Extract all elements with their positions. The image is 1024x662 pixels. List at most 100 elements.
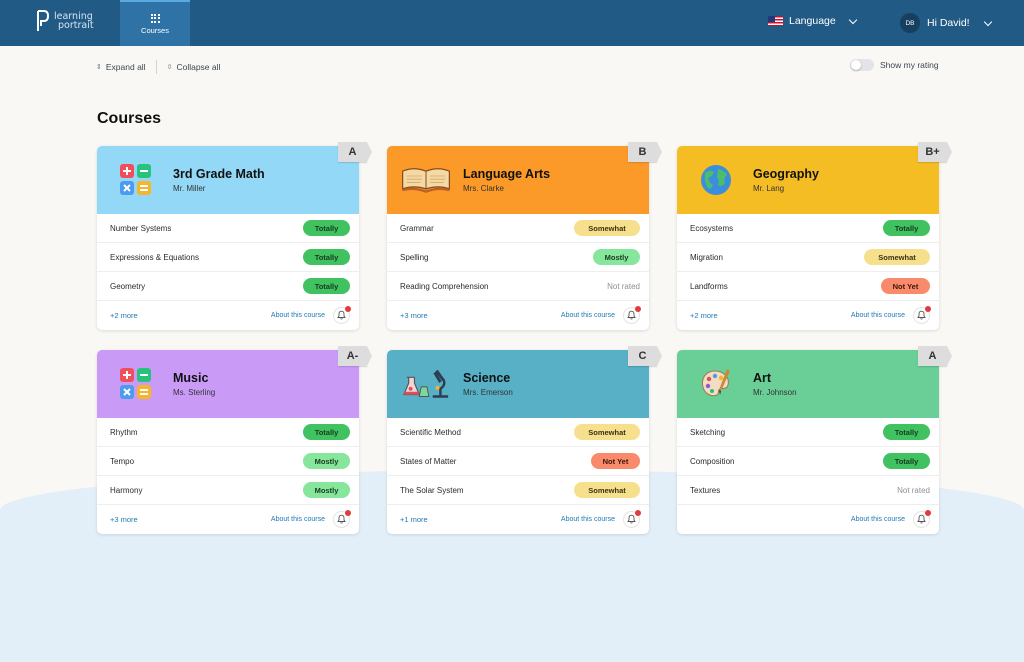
notification-bell-button[interactable]: [913, 305, 931, 324]
card-header[interactable]: 3rd Grade Math Mr. Miller A: [97, 142, 372, 214]
card-heading: Music Ms. Sterling: [173, 371, 215, 397]
skill-row: Reading Comprehension Not rated: [387, 272, 649, 301]
skill-label: Harmony: [110, 485, 143, 495]
language-selector[interactable]: Language: [768, 15, 857, 27]
about-course-link[interactable]: About this course: [850, 311, 905, 319]
user-greeting: Hi David!: [927, 17, 970, 29]
notification-dot: [635, 305, 641, 312]
card-header[interactable]: Science Mrs. Emerson C: [387, 346, 662, 418]
card-footer-actions: About this course: [560, 305, 641, 324]
notification-bell-button[interactable]: [623, 305, 641, 324]
skill-label: Composition: [690, 456, 735, 466]
skill-row: Grammar Somewhat: [387, 214, 649, 243]
notification-dot: [925, 305, 931, 312]
open-book-icon: [401, 158, 451, 202]
course-title: Language Arts: [463, 167, 551, 181]
status-badge: Totally: [303, 424, 350, 440]
status-badge: Somewhat: [574, 220, 640, 236]
paint-palette-icon: [691, 362, 741, 406]
globe-icon: [691, 158, 741, 202]
skill-row: Sketching Totally: [677, 418, 939, 447]
about-course-link[interactable]: About this course: [850, 515, 905, 523]
logo-text: learning portrait: [54, 12, 94, 31]
bell-icon: [917, 514, 926, 524]
more-link[interactable]: +1 more: [400, 514, 428, 524]
course-card[interactable]: 3rd Grade Math Mr. Miller A Number Systems T…: [97, 142, 372, 330]
skill-label: Reading Comprehension: [400, 281, 489, 291]
notification-bell-button[interactable]: [333, 305, 351, 324]
skill-row: Number Systems Totally: [97, 214, 359, 243]
chevron-down-icon: [848, 15, 857, 24]
notification-dot: [925, 509, 931, 516]
card-header[interactable]: Music Ms. Sterling A-: [97, 346, 372, 418]
bell-icon: [917, 310, 926, 320]
not-rated-text: Not rated: [607, 281, 640, 291]
status-badge: Totally: [303, 278, 350, 294]
skill-label: States of Matter: [400, 456, 457, 466]
skill-row: Expressions & Equations Totally: [97, 243, 359, 272]
about-course-link[interactable]: About this course: [270, 515, 325, 523]
card-footer-actions: About this course: [270, 305, 351, 324]
more-link[interactable]: +3 more: [400, 310, 428, 320]
grade-ribbon: A: [918, 346, 952, 366]
toolbar: ⇕ Expand all ⇳ Collapse all: [96, 60, 220, 74]
status-badge: Somewhat: [864, 249, 930, 265]
card-header[interactable]: Art Mr. Johnson A: [677, 346, 952, 418]
expand-all-button[interactable]: ⇕ Expand all: [96, 62, 146, 72]
status-badge: Totally: [303, 249, 350, 265]
avatar: DB: [900, 13, 920, 33]
page-title: Courses: [97, 110, 162, 127]
bell-icon: [337, 514, 346, 524]
card-footer: +2 more About this course: [677, 301, 939, 329]
course-card[interactable]: Language Arts Mrs. Clarke B Grammar Somewhat…: [387, 142, 662, 330]
grade-ribbon: B+: [918, 142, 952, 162]
nav-tab-courses[interactable]: Courses: [120, 0, 190, 46]
skill-label: Number Systems: [110, 223, 172, 233]
about-course-link[interactable]: About this course: [270, 311, 325, 319]
grade-ribbon: C: [628, 346, 662, 366]
skill-row: The Solar System Somewhat: [387, 476, 649, 505]
course-card[interactable]: Science Mrs. Emerson C Scientific Method Som…: [387, 346, 662, 534]
course-card[interactable]: Art Mr. Johnson A Sketching Totally Compositi…: [677, 346, 952, 534]
toggle-switch[interactable]: [850, 59, 874, 71]
skill-row: Scientific Method Somewhat: [387, 418, 649, 447]
course-title: Music: [173, 371, 209, 385]
card-header[interactable]: Language Arts Mrs. Clarke B: [387, 142, 662, 214]
skill-row: Tempo Mostly: [97, 447, 359, 476]
more-link[interactable]: +2 more: [690, 310, 718, 320]
show-rating-toggle[interactable]: Show my rating: [850, 59, 939, 71]
card-footer-actions: About this course: [850, 305, 931, 324]
skill-row: Landforms Not Yet: [677, 272, 939, 301]
course-card[interactable]: Geography Mr. Lang B+ Ecosystems Totally Migr…: [677, 142, 952, 330]
course-title: 3rd Grade Math: [173, 167, 265, 181]
notification-dot: [635, 509, 641, 516]
status-badge: Not Yet: [881, 278, 930, 294]
bell-icon: [627, 514, 636, 524]
status-badge: Mostly: [303, 482, 350, 498]
collapse-all-button[interactable]: ⇳ Collapse all: [167, 62, 221, 72]
notification-bell-button[interactable]: [913, 509, 931, 528]
app-logo[interactable]: learning portrait: [36, 10, 94, 32]
skill-row: Composition Totally: [677, 447, 939, 476]
card-header[interactable]: Geography Mr. Lang B+: [677, 142, 952, 214]
us-flag-icon: [768, 16, 783, 26]
course-teacher: Ms. Sterling: [173, 388, 216, 397]
user-menu[interactable]: DB Hi David!: [900, 13, 992, 33]
about-course-link[interactable]: About this course: [560, 515, 615, 523]
skill-label: Scientific Method: [400, 427, 461, 437]
course-card[interactable]: Music Ms. Sterling A- Rhythm Totally Tempo Mos…: [97, 346, 372, 534]
course-title: Geography: [753, 167, 819, 181]
about-course-link[interactable]: About this course: [560, 311, 615, 319]
card-footer-actions: About this course: [850, 509, 931, 528]
skill-label: Migration: [690, 252, 723, 262]
more-link[interactable]: +3 more: [110, 514, 138, 524]
notification-bell-button[interactable]: [333, 509, 351, 528]
course-title: Art: [753, 371, 772, 385]
skill-row: Spelling Mostly: [387, 243, 649, 272]
notification-bell-button[interactable]: [623, 509, 641, 528]
expand-icon: ⇕: [96, 64, 102, 71]
skill-label: Geometry: [110, 281, 146, 291]
status-badge: Mostly: [303, 453, 350, 469]
status-badge: Totally: [303, 220, 350, 236]
more-link[interactable]: +2 more: [110, 310, 138, 320]
